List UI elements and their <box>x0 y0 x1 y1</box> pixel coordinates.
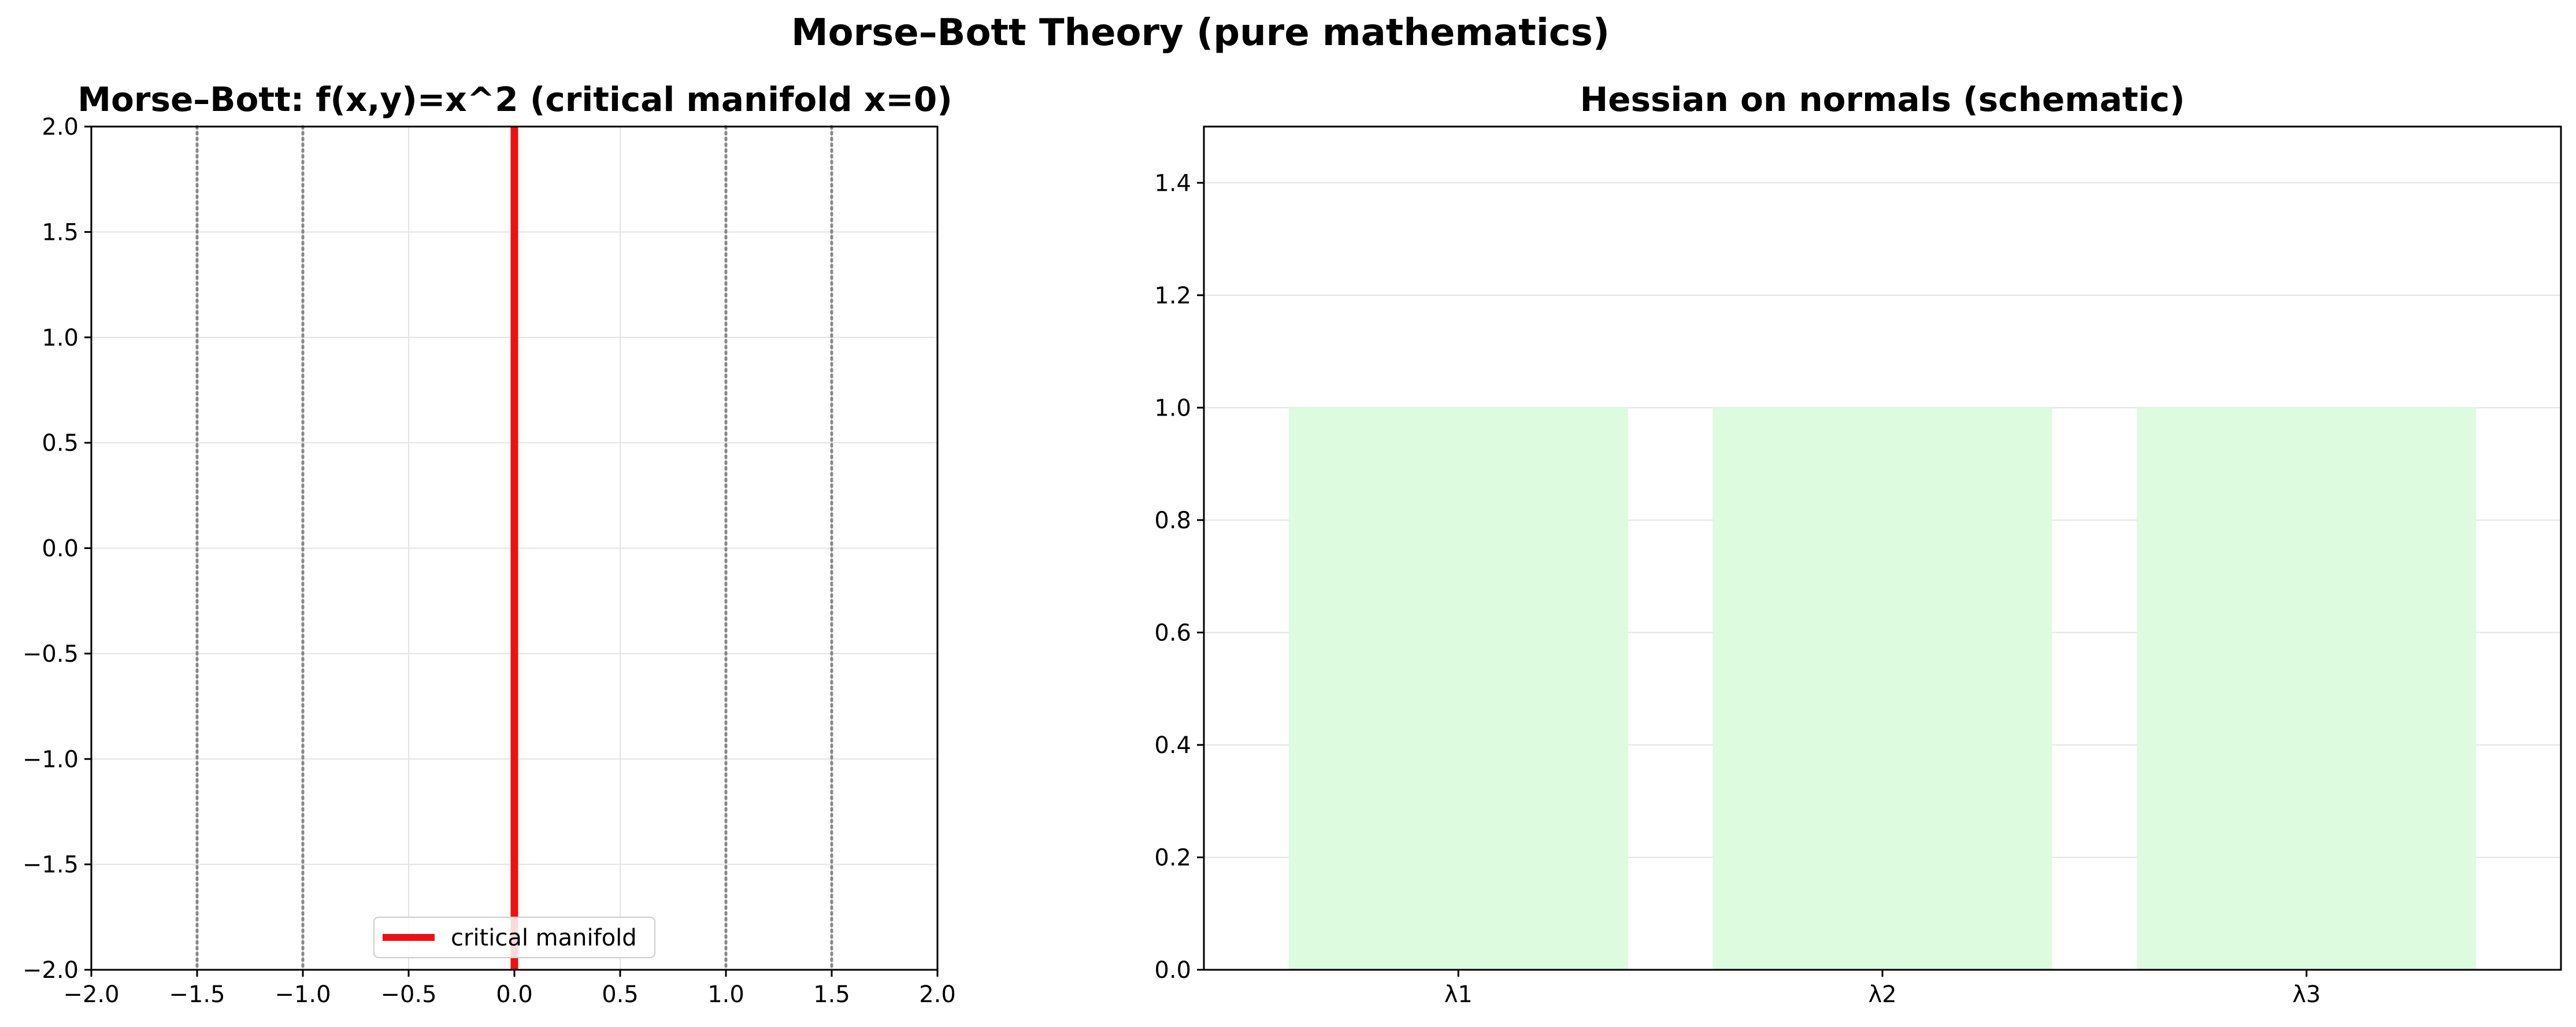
left-plot-title: Morse–Bott: f(x,y)=x^2 (critical manifol… <box>77 80 952 119</box>
bar-λ2 <box>1713 407 2052 970</box>
left-plot: Morse–Bott: f(x,y)=x^2 (critical manifol… <box>23 80 956 1008</box>
right-y-tick-label: 1.0 <box>1154 395 1191 421</box>
right-y-tick-label: 0.0 <box>1154 957 1191 984</box>
left-marks <box>195 125 833 972</box>
right-y-ticks: 0.0 0.2 0.4 0.6 0.8 1.0 1.2 1.4 <box>1154 170 1204 984</box>
left-x-tick-label: −1.5 <box>169 981 225 1008</box>
left-x-tick-label: 2.0 <box>919 981 956 1008</box>
left-y-tick-label: 2.0 <box>42 114 79 140</box>
bar-λ3 <box>2137 407 2477 970</box>
legend-label-critical-manifold: critical manifold <box>451 925 637 951</box>
right-y-tick-label: 0.8 <box>1154 507 1191 534</box>
right-y-tick-label: 1.4 <box>1154 170 1191 196</box>
left-y-tick-label: 1.5 <box>42 219 79 246</box>
left-y-tick-label: −2.0 <box>23 957 79 984</box>
right-y-tick-label: 1.2 <box>1154 283 1191 309</box>
left-x-tick-label: 1.5 <box>813 981 850 1008</box>
legend-box <box>373 917 655 958</box>
right-y-tick-label: 0.2 <box>1154 844 1191 871</box>
right-x-tick-label: λ3 <box>2292 981 2321 1008</box>
left-y-tick-label: −0.5 <box>23 641 79 668</box>
left-y-ticks: −2.0 −1.5 −1.0 −0.5 0.0 0.5 1.0 1.5 2.0 <box>23 114 91 984</box>
left-x-tick-label: −2.0 <box>63 981 119 1008</box>
right-x-tick-label: λ2 <box>1868 981 1896 1008</box>
left-x-tick-label: −1.0 <box>275 981 331 1008</box>
left-x-tick-label: −0.5 <box>380 981 436 1008</box>
right-bars <box>1288 407 2477 970</box>
left-legend: critical manifold <box>373 917 655 958</box>
left-x-tick-label: 0.5 <box>602 981 639 1008</box>
left-x-tick-label: 1.0 <box>707 981 744 1008</box>
right-plot: Hessian on normals (schematic) λ1 λ2 λ3 0.… <box>1154 80 2562 1008</box>
right-y-tick-label: 0.4 <box>1154 732 1191 759</box>
left-y-tick-label: −1.0 <box>23 746 79 773</box>
left-y-tick-label: −1.5 <box>23 852 79 878</box>
figure-suptitle: Morse–Bott Theory (pure mathematics) <box>791 12 1610 54</box>
bar-λ1 <box>1288 407 1628 970</box>
left-x-tick-label: 0.0 <box>496 981 533 1008</box>
right-x-tick-label: λ1 <box>1444 981 1473 1008</box>
left-y-tick-label: 0.0 <box>42 536 79 562</box>
right-plot-title: Hessian on normals (schematic) <box>1580 80 2185 119</box>
right-x-ticks: λ1 λ2 λ3 <box>1444 970 2321 1008</box>
left-y-tick-label: 0.5 <box>42 430 79 457</box>
right-y-tick-label: 0.6 <box>1154 620 1191 646</box>
left-y-tick-label: 1.0 <box>42 325 79 351</box>
left-x-ticks: −2.0 −1.5 −1.0 −0.5 0.0 0.5 1.0 1.5 2.0 <box>63 970 956 1008</box>
